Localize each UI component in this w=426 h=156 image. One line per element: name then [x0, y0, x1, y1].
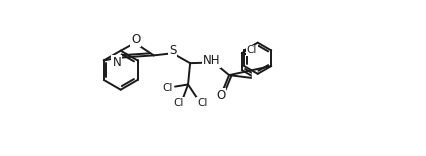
- Polygon shape: [252, 0, 343, 156]
- Text: O: O: [216, 89, 225, 102]
- Text: S: S: [169, 44, 176, 57]
- Text: Cl: Cl: [197, 98, 207, 108]
- Text: Cl: Cl: [174, 98, 184, 108]
- Polygon shape: [317, 0, 343, 156]
- Text: N: N: [112, 56, 121, 69]
- Text: Cl: Cl: [163, 83, 173, 93]
- Text: Cl: Cl: [247, 45, 257, 55]
- Text: NH: NH: [203, 54, 220, 67]
- Text: O: O: [131, 33, 140, 46]
